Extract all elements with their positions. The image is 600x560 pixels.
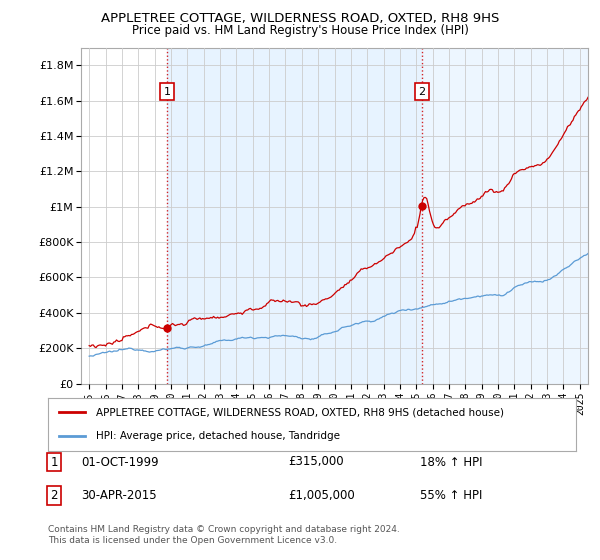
Text: 2: 2 [50, 489, 58, 502]
Text: 30-APR-2015: 30-APR-2015 [81, 489, 157, 502]
Bar [167, 48, 422, 384]
Text: £315,000: £315,000 [288, 455, 344, 469]
Text: Price paid vs. HM Land Registry's House Price Index (HPI): Price paid vs. HM Land Registry's House … [131, 24, 469, 37]
Text: 55% ↑ HPI: 55% ↑ HPI [420, 489, 482, 502]
Text: £1,005,000: £1,005,000 [288, 489, 355, 502]
Text: 1: 1 [50, 455, 58, 469]
Text: APPLETREE COTTAGE, WILDERNESS ROAD, OXTED, RH8 9HS: APPLETREE COTTAGE, WILDERNESS ROAD, OXTE… [101, 12, 499, 25]
Text: 1: 1 [163, 87, 170, 97]
Text: 2: 2 [418, 87, 425, 97]
Text: 01-OCT-1999: 01-OCT-1999 [81, 455, 158, 469]
Bar [422, 48, 588, 384]
Text: Contains HM Land Registry data © Crown copyright and database right 2024.
This d: Contains HM Land Registry data © Crown c… [48, 525, 400, 545]
Text: 18% ↑ HPI: 18% ↑ HPI [420, 455, 482, 469]
Text: APPLETREE COTTAGE, WILDERNESS ROAD, OXTED, RH8 9HS (detached house): APPLETREE COTTAGE, WILDERNESS ROAD, OXTE… [95, 408, 503, 418]
Text: HPI: Average price, detached house, Tandridge: HPI: Average price, detached house, Tand… [95, 431, 340, 441]
